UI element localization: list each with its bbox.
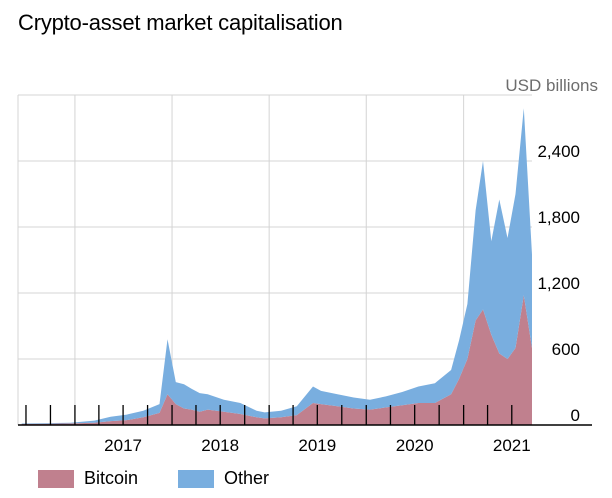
axes (18, 405, 592, 426)
legend-label-bitcoin: Bitcoin (84, 468, 139, 488)
legend-item-other: Other (178, 468, 269, 489)
y-tick-label: 600 (552, 340, 580, 359)
area-other (21, 108, 532, 424)
legend-swatch-other (178, 469, 215, 488)
y-axis-unit-label: USD billions (505, 76, 598, 95)
y-tick-labels: 0 600 1,200 1,800 2,400 (537, 142, 580, 425)
y-tick-label: 2,400 (537, 142, 580, 161)
legend-label-other: Other (224, 468, 270, 488)
legend: Bitcoin Other (38, 468, 269, 489)
legend-swatch-bitcoin (38, 469, 74, 488)
stacked-areas (21, 108, 532, 425)
y-tick-label: 1,800 (537, 208, 580, 227)
legend-item-bitcoin: Bitcoin (38, 468, 138, 489)
area-bitcoin (21, 295, 532, 425)
y-tick-label: 1,200 (537, 274, 580, 293)
x-tick-label: 2021 (493, 436, 531, 455)
x-tick-label: 2018 (201, 436, 239, 455)
y-tick-label: 0 (571, 406, 580, 425)
x-tick-labels: 2017 2018 2019 2020 2021 (104, 436, 531, 455)
x-tick-label: 2020 (396, 436, 434, 455)
x-tick-label: 2017 (104, 436, 142, 455)
x-tick-label: 2019 (298, 436, 336, 455)
chart-title: Crypto-asset market capitalisation (18, 10, 343, 35)
